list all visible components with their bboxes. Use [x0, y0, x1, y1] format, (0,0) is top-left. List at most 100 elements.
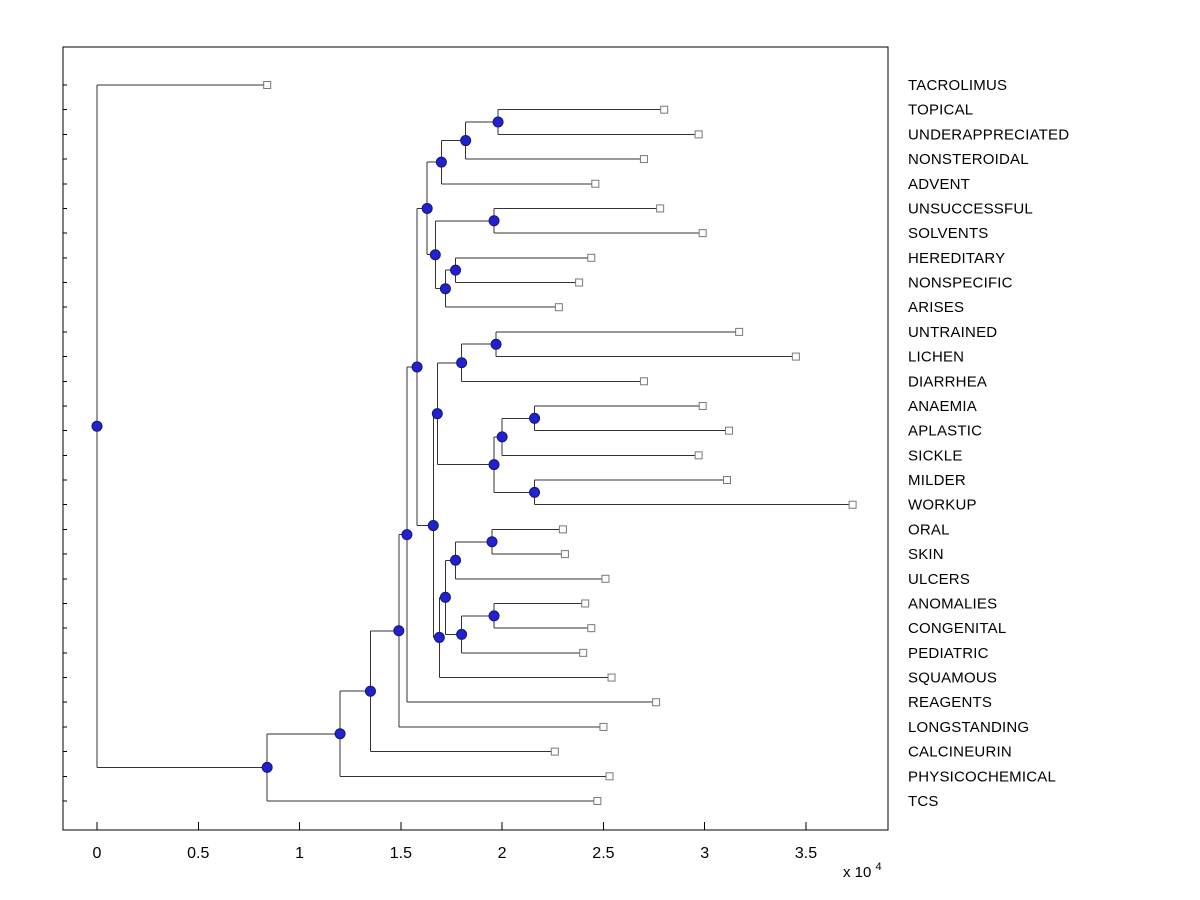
internal-node-marker[interactable]	[411, 361, 423, 373]
x-tick-label: 0	[93, 845, 102, 862]
internal-node-marker[interactable]	[456, 628, 468, 640]
internal-node-marker[interactable]	[439, 283, 451, 295]
internal-node-marker[interactable]	[529, 412, 541, 424]
internal-node-marker[interactable]	[450, 264, 462, 276]
leaf-label: ADVENT	[908, 176, 970, 193]
leaf-label: TACROLIMUS	[908, 77, 1007, 94]
leaf-label: PEDIATRIC	[908, 645, 989, 662]
internal-node-marker[interactable]	[486, 536, 498, 548]
leaf-node-marker[interactable]	[607, 673, 616, 682]
leaf-label: REAGENTS	[908, 694, 992, 711]
leaf-node-marker[interactable]	[599, 722, 608, 731]
leaf-label: LICHEN	[908, 349, 964, 366]
internal-node-marker[interactable]	[456, 357, 468, 369]
internal-node-marker[interactable]	[393, 625, 405, 637]
leaf-node-marker[interactable]	[791, 352, 800, 361]
leaf-node-marker[interactable]	[694, 130, 703, 139]
leaf-node-marker[interactable]	[698, 229, 707, 238]
internal-node-marker[interactable]	[488, 459, 500, 471]
leaf-label: TOPICAL	[908, 102, 973, 119]
internal-node-marker[interactable]	[427, 520, 439, 532]
plot-box	[62, 46, 889, 831]
leaf-label: PHYSICOCHEMICAL	[908, 768, 1056, 785]
leaf-node-marker[interactable]	[581, 599, 590, 608]
leaf-node-marker[interactable]	[593, 797, 602, 805]
internal-node-marker[interactable]	[496, 431, 508, 443]
leaf-label: SOLVENTS	[908, 225, 989, 242]
leaf-node-marker[interactable]	[722, 476, 731, 485]
internal-node-marker[interactable]	[91, 420, 103, 432]
leaf-label: HEREDITARY	[908, 250, 1005, 267]
leaf-label: SICKLE	[908, 447, 963, 464]
leaf-label: MILDER	[908, 472, 966, 489]
x-tick-label: 2.5	[592, 845, 614, 862]
leaf-node-marker[interactable]	[601, 574, 610, 583]
leaf-label: CALCINEURIN	[908, 744, 1012, 761]
x-axis-multiplier: x 10 4	[843, 861, 882, 881]
leaf-node-marker[interactable]	[591, 179, 600, 188]
internal-node-marker[interactable]	[433, 631, 445, 643]
internal-node-marker[interactable]	[334, 728, 346, 740]
leaf-label: SKIN	[908, 546, 944, 563]
leaf-node-marker[interactable]	[558, 525, 567, 534]
x-tick-label: 1	[295, 845, 304, 862]
leaf-label: UNTRAINED	[908, 324, 997, 341]
internal-node-marker[interactable]	[490, 338, 502, 350]
leaf-label: UNSUCCESSFUL	[908, 200, 1033, 217]
internal-node-marker[interactable]	[401, 529, 413, 541]
leaf-node-marker[interactable]	[725, 426, 734, 435]
internal-node-marker[interactable]	[488, 610, 500, 622]
x-tick-label: 3	[700, 845, 709, 862]
internal-node-marker[interactable]	[460, 135, 472, 147]
x-tick-label: 1.5	[390, 845, 412, 862]
internal-node-marker[interactable]	[429, 249, 441, 261]
leaf-node-marker[interactable]	[550, 747, 559, 756]
leaf-node-marker[interactable]	[587, 624, 596, 633]
leaf-node-marker[interactable]	[575, 278, 584, 287]
leaf-label: NONSPECIFIC	[908, 275, 1013, 292]
leaf-label: TCS	[908, 793, 939, 810]
leaf-node-marker[interactable]	[698, 401, 707, 410]
leaf-node-marker[interactable]	[694, 451, 703, 460]
internal-node-marker[interactable]	[488, 215, 500, 227]
leaf-node-marker[interactable]	[652, 698, 661, 707]
internal-node-marker[interactable]	[492, 116, 504, 128]
leaf-label: WORKUP	[908, 497, 977, 514]
leaf-node-marker[interactable]	[263, 81, 272, 89]
leaf-label: NONSTEROIDAL	[908, 151, 1029, 168]
leaf-node-marker[interactable]	[848, 500, 857, 509]
internal-node-marker[interactable]	[421, 202, 433, 214]
leaf-label: UNDERAPPRECIATED	[908, 126, 1069, 143]
leaf-node-marker[interactable]	[587, 253, 596, 262]
x-axis-multiplier-exponent: 4	[876, 861, 882, 873]
x-tick-label: 2	[498, 845, 507, 862]
leaf-node-marker[interactable]	[639, 155, 648, 164]
leaf-node-marker[interactable]	[660, 105, 669, 114]
internal-node-marker[interactable]	[261, 761, 273, 773]
leaf-label: ANOMALIES	[908, 595, 997, 612]
x-tick-label: 0.5	[187, 845, 209, 862]
leaf-label: LONGSTANDING	[908, 719, 1029, 736]
leaf-label: ORAL	[908, 521, 950, 538]
leaf-node-marker[interactable]	[579, 648, 588, 657]
leaf-label: ANAEMIA	[908, 398, 977, 415]
leaf-label: ARISES	[908, 299, 964, 316]
leaf-node-marker[interactable]	[656, 204, 665, 213]
leaf-node-marker[interactable]	[560, 550, 569, 559]
leaf-label: DIARRHEA	[908, 373, 987, 390]
leaf-label: SQUAMOUS	[908, 670, 997, 687]
internal-node-marker[interactable]	[529, 486, 541, 498]
internal-node-marker[interactable]	[364, 685, 376, 697]
internal-node-marker[interactable]	[450, 554, 462, 566]
internal-node-marker[interactable]	[431, 408, 443, 420]
internal-node-marker[interactable]	[439, 591, 451, 603]
leaf-node-marker[interactable]	[639, 377, 648, 386]
x-tick-label: 3.5	[795, 845, 817, 862]
leaf-node-marker[interactable]	[735, 327, 744, 336]
leaf-label: ULCERS	[908, 571, 970, 588]
internal-node-marker[interactable]	[435, 156, 447, 168]
leaf-node-marker[interactable]	[605, 772, 614, 781]
leaf-node-marker[interactable]	[554, 303, 563, 312]
